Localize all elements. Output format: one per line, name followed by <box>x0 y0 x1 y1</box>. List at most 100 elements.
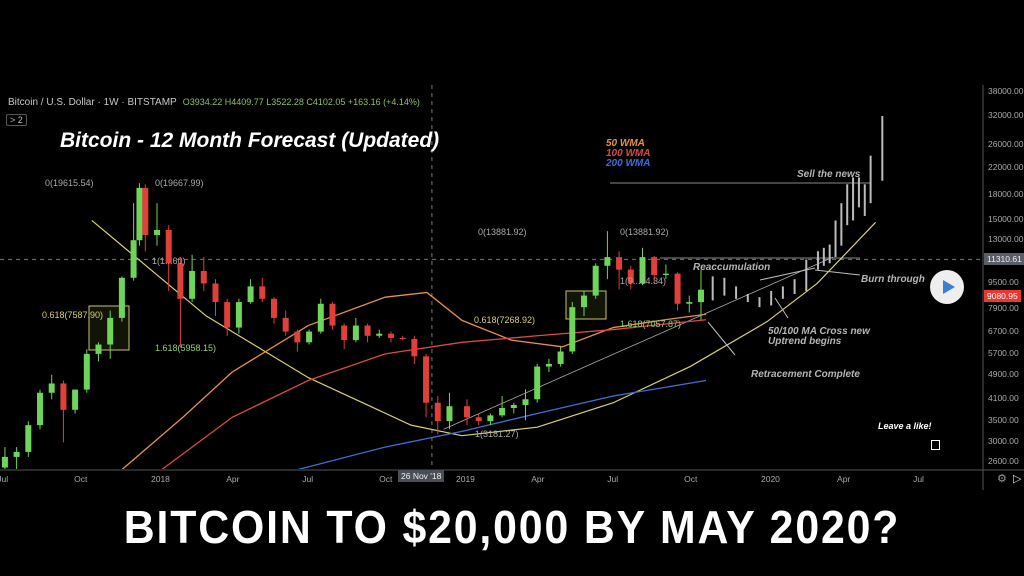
indicators-toggle[interactable]: > 2 <box>6 114 27 126</box>
x-tick-label: Jul <box>0 474 9 484</box>
candle-body <box>627 269 634 284</box>
x-tick-label: Oct <box>684 474 698 484</box>
y-tick-label: 15000.00 <box>988 214 1024 225</box>
y-tick-label: 9500.00 <box>988 277 1019 288</box>
fib-label: 0(13881.92) <box>478 227 527 237</box>
candle-body <box>387 333 394 338</box>
wma-line-100 <box>161 319 707 469</box>
candle-body <box>423 356 430 403</box>
candle-body <box>189 270 196 299</box>
candle-body <box>270 298 277 318</box>
annotation-arrow <box>814 269 861 276</box>
candle-body <box>224 302 231 328</box>
legend-100wma: 100 WMA <box>606 148 651 159</box>
annotation-arrow <box>707 321 736 356</box>
x-tick-label: Apr <box>837 474 851 484</box>
annotation-arrow <box>774 297 789 319</box>
candle-body <box>60 383 67 410</box>
candle-body <box>569 307 576 352</box>
legend-50wma: 50 WMA <box>606 138 645 149</box>
trendline <box>443 256 834 430</box>
candle-body <box>13 451 20 457</box>
candle-body <box>616 257 623 270</box>
y-tick-label: 22000.00 <box>988 161 1024 172</box>
candle-body <box>154 229 160 236</box>
candle-body <box>639 257 646 284</box>
play-button[interactable] <box>930 270 964 304</box>
y-tick-label: 26000.00 <box>988 138 1024 149</box>
annotation-ma-cross: 50/100 MA Cross new <box>768 326 870 337</box>
last-price-tag: 9080.95 <box>984 290 1021 302</box>
candle-body <box>499 408 506 416</box>
candle-body <box>235 302 242 328</box>
candle-body <box>674 273 681 304</box>
candle-body <box>130 240 137 278</box>
x-tick-label: Jul <box>302 474 314 484</box>
x-tick-label: Jul <box>607 474 619 484</box>
candle-body <box>317 303 324 332</box>
y-tick-label: 3000.00 <box>988 436 1019 447</box>
fib-label: 0(13881.92) <box>620 227 669 237</box>
fib-label: 1(1...60) <box>152 256 186 266</box>
candle-body <box>259 286 266 299</box>
fib-label: 1(9...64.34) <box>620 276 667 286</box>
candle-body <box>25 425 32 452</box>
fib-label: 1.618(5958.15) <box>155 343 217 353</box>
candle-body <box>662 273 669 276</box>
candle-body <box>604 257 611 266</box>
candle-body <box>72 389 79 410</box>
y-tick-label: 4900.00 <box>988 368 1019 379</box>
annotation-sell-the-news: Sell the news <box>797 169 861 180</box>
candle-body <box>651 257 658 276</box>
candle-body <box>200 270 207 284</box>
candle-body <box>510 405 517 409</box>
x-tick-label: 2020 <box>761 474 780 484</box>
settings-gear-icon[interactable]: ⚙ <box>997 473 1007 485</box>
candle-body <box>83 353 90 390</box>
candle-body <box>294 331 301 343</box>
annotation-reaccumulation: Reaccumulation <box>693 262 771 273</box>
candle-body <box>118 277 125 318</box>
candle-body <box>557 351 564 364</box>
annotation-arrow <box>759 267 816 281</box>
candle-body <box>581 295 587 308</box>
candle-body <box>37 392 44 426</box>
candle-body <box>306 331 313 343</box>
cursor-icon: ▷ <box>1013 473 1022 485</box>
x-tick-label: Apr <box>531 474 545 484</box>
symbol-header: Bitcoin / U.S. Dollar · 1W · BITSTAMP O39… <box>8 97 420 108</box>
fib-label: 0.618(7268.92) <box>474 315 536 325</box>
y-tick-label: 13000.00 <box>988 234 1024 245</box>
chart-title: Bitcoin - 12 Month Forecast (Updated) <box>60 129 440 152</box>
candle-body <box>136 187 143 241</box>
crosshair-date-tag: 26 Nov '18 <box>398 470 445 482</box>
candle-body <box>534 366 541 400</box>
fib-label: 0(19615.54) <box>45 178 94 188</box>
candle-body <box>1 456 8 468</box>
x-tick-label: Jul <box>913 474 924 484</box>
candle-body <box>352 325 359 341</box>
candle-body <box>411 339 418 357</box>
y-tick-label: 3500.00 <box>988 415 1019 426</box>
candle-body <box>592 265 599 296</box>
y-tick-label: 5700.00 <box>988 347 1019 358</box>
wma-line-200 <box>297 379 707 469</box>
candle-body <box>686 302 693 304</box>
symbol-label: Bitcoin / U.S. Dollar · 1W · BITSTAMP <box>8 97 177 108</box>
crosshair-price-tag: 11310.61 <box>984 253 1024 265</box>
y-tick-label: 6700.00 <box>988 325 1019 336</box>
fib-label: 1(3181.27) <box>475 429 519 439</box>
annotation-uptrend: Uptrend begins <box>768 336 842 347</box>
like-checkbox-icon[interactable] <box>931 440 940 450</box>
wma-line-50 <box>121 291 707 469</box>
plot-area <box>0 85 983 469</box>
ohlc-values: O3934.22 H4409.77 L3522.28 C4102.05 +163… <box>182 97 420 107</box>
x-tick-label: 2019 <box>456 474 475 484</box>
legend-200wma: 200 WMA <box>606 158 651 169</box>
fib-label: 1.618(7057.87) <box>620 319 682 329</box>
fib-label: 0(19667.99) <box>155 178 204 188</box>
candle-body <box>247 286 254 303</box>
y-tick-label: 18000.00 <box>988 189 1024 200</box>
candle-body <box>446 406 453 422</box>
